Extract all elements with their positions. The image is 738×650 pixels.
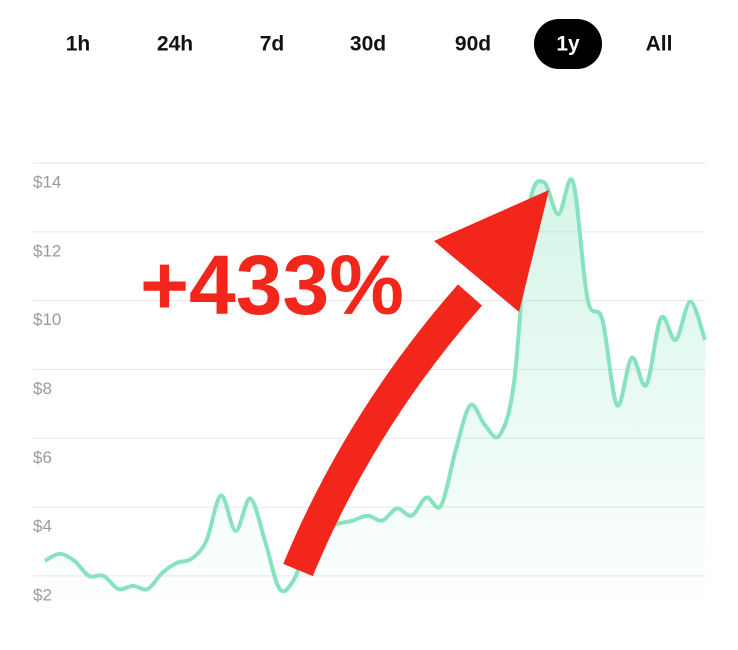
range-button[interactable]: 1h (66, 33, 91, 56)
y-tick-label: $12 (33, 241, 61, 260)
area (45, 179, 705, 600)
range-button[interactable]: 24h (157, 33, 193, 56)
price-line (44, 177, 707, 594)
y-tick-label: $4 (33, 517, 52, 536)
range-label[interactable]: 90d (455, 33, 491, 56)
y-tick-label: $14 (33, 172, 61, 191)
range-label[interactable]: All (646, 33, 673, 56)
y-tick-label: $10 (33, 310, 61, 329)
range-label[interactable]: 1y (556, 33, 580, 56)
range-selector: 1h 24h 7d 30d 90d 1y All (66, 19, 673, 69)
y-tick-label: $8 (33, 379, 52, 398)
range-button[interactable]: 90d (455, 33, 491, 56)
range-label[interactable]: 30d (350, 33, 386, 56)
annotation: +433% (140, 238, 404, 332)
arrow (283, 190, 549, 577)
plot (44, 177, 707, 600)
range-button[interactable]: 30d (350, 33, 386, 56)
arrow-shaft (283, 284, 483, 577)
range-label[interactable]: 1h (66, 33, 91, 56)
range-label[interactable]: 7d (260, 33, 285, 56)
range-button[interactable]: 1y (534, 19, 602, 69)
range-selected-pill (534, 19, 602, 69)
range-button[interactable]: 7d (260, 33, 285, 56)
range-label[interactable]: 24h (157, 33, 193, 56)
range-button[interactable]: All (646, 33, 673, 56)
arrow-head (434, 190, 549, 312)
y-tick-label: $6 (33, 448, 52, 467)
